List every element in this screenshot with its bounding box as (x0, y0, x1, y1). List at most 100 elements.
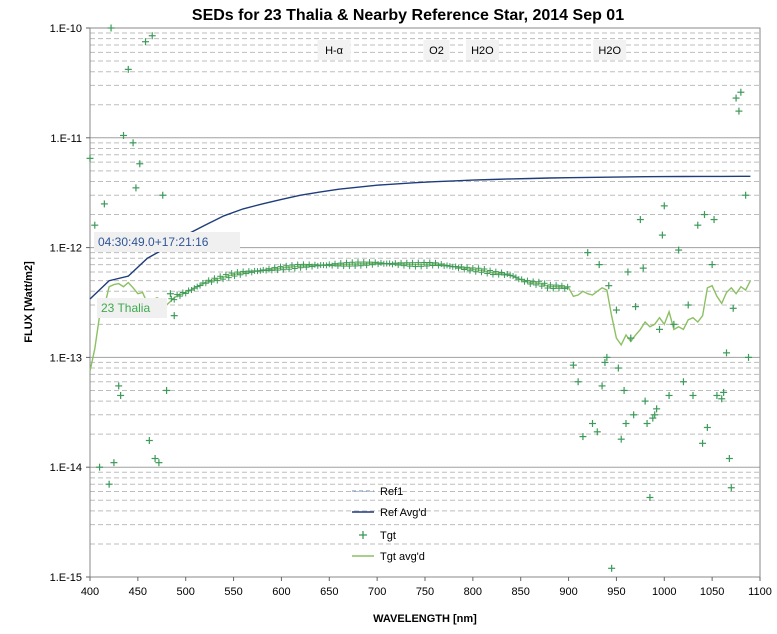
tgt-point (584, 249, 592, 257)
legend-label-tgt-avg: Tgt avg'd (380, 551, 425, 563)
target-callout: 23 Thalia (97, 298, 167, 318)
tgt-point (593, 428, 601, 436)
tgt-point (700, 211, 708, 219)
annotation-label: H2O (471, 45, 494, 57)
tgt-point (148, 32, 156, 40)
tgt-point (727, 484, 735, 492)
reference-star-callout: 04:30:49.0+17:21:16 (94, 232, 240, 252)
tgt-point (589, 420, 596, 428)
tgt-point (595, 261, 603, 269)
tgt-point (658, 231, 666, 239)
tgt-point (646, 493, 654, 501)
x-tick-label: 700 (368, 586, 386, 598)
tgt-point (617, 435, 625, 443)
tgt-point (145, 437, 153, 445)
x-tick-label: 1100 (748, 586, 772, 598)
tgt-point (729, 304, 737, 312)
series-layer (86, 24, 753, 572)
callout-reference-label: 04:30:49.0+17:21:16 (98, 235, 209, 249)
y-tick-label: 1.E-10 (50, 23, 82, 35)
tgt-point (718, 395, 726, 403)
tgt-point (699, 439, 707, 447)
legend-label-ref1: Ref1 (380, 486, 403, 498)
tgt-point (684, 301, 692, 309)
y-axis-label: FLUX [Watt/m2] (23, 261, 35, 343)
tgt-point (745, 353, 753, 361)
tgt-point (120, 131, 127, 139)
x-tick-label: 600 (272, 586, 290, 598)
tgt-point (159, 191, 167, 199)
x-tick-label: 950 (607, 586, 625, 598)
tgt-point (105, 480, 113, 488)
tgt-point (713, 391, 721, 399)
tgt-point (656, 325, 663, 333)
x-tick-label: 750 (416, 586, 434, 598)
legend-label-tgt: Tgt (380, 530, 396, 542)
tgt-point (601, 358, 609, 366)
y-tick-label: 1.E-12 (50, 243, 82, 255)
tgt-point (723, 349, 730, 357)
x-tick-label: 1050 (700, 586, 724, 598)
annotation-box (465, 40, 499, 60)
x-tick-label: 900 (559, 586, 577, 598)
tgt-point (612, 306, 620, 314)
tgt-point (639, 264, 647, 272)
tgt-point (670, 320, 678, 328)
tgt-point (627, 334, 635, 342)
tgt-point (100, 200, 108, 208)
tgt-point (96, 463, 104, 471)
annotation-label: H-α (325, 45, 344, 57)
tgt-point (679, 378, 687, 386)
grid-layer (90, 32, 760, 578)
tgt-point (710, 216, 718, 224)
annotation-label: H2O (598, 45, 621, 57)
callout-target-label: 23 Thalia (101, 301, 150, 315)
tgt-point (675, 246, 683, 254)
x-tick-label: 550 (224, 586, 242, 598)
y-tick-label: 1.E-11 (50, 133, 82, 145)
tgt-point (653, 405, 661, 413)
tgt-point (91, 221, 99, 229)
tgt-point (694, 221, 702, 229)
x-tick-label: 400 (81, 586, 99, 598)
tgt-point (107, 24, 115, 32)
x-tick-label: 850 (512, 586, 530, 598)
tgt-point (725, 455, 733, 463)
tgt-point (166, 290, 174, 298)
tgt-point (636, 216, 644, 224)
tgt-point (742, 191, 750, 199)
x-axis-label: WAVELENGTH [nm] (373, 613, 477, 625)
annotation-box (593, 40, 627, 60)
tgt-point (689, 391, 697, 399)
tgt-point (163, 386, 171, 394)
tgt-point (735, 107, 743, 115)
tgt-point (630, 411, 638, 419)
tgt-point (620, 386, 628, 394)
tgt-point (622, 420, 630, 428)
tgt-point (651, 411, 659, 419)
series-line-tgt-avg-d (89, 262, 752, 372)
series-line-ref-avg-d (89, 175, 751, 300)
tgt-point (151, 455, 159, 463)
tick-layer: 400 450 500 550 600 650 700 750 800 850 900 950 1000… (50, 23, 772, 598)
tgt-point (632, 303, 640, 311)
annotation-box (317, 40, 351, 60)
y-tick-label: 1.E-13 (50, 352, 82, 364)
tgt-point (155, 459, 163, 467)
tgt-point (641, 397, 649, 405)
tgt-point (574, 378, 582, 386)
tgt-point (117, 391, 125, 399)
callout-box-reference (94, 232, 240, 252)
y-tick-label: 1.E-14 (50, 462, 82, 474)
x-tick-label: 800 (464, 586, 482, 598)
annotation-box (423, 40, 450, 60)
tgt-point (660, 202, 668, 210)
annotation-label: O2 (429, 45, 444, 57)
tgt-point (732, 94, 740, 102)
tgt-dense-band (168, 259, 571, 303)
tgt-point (142, 38, 150, 46)
tgt-point (136, 160, 144, 168)
tgt-point (603, 353, 611, 361)
